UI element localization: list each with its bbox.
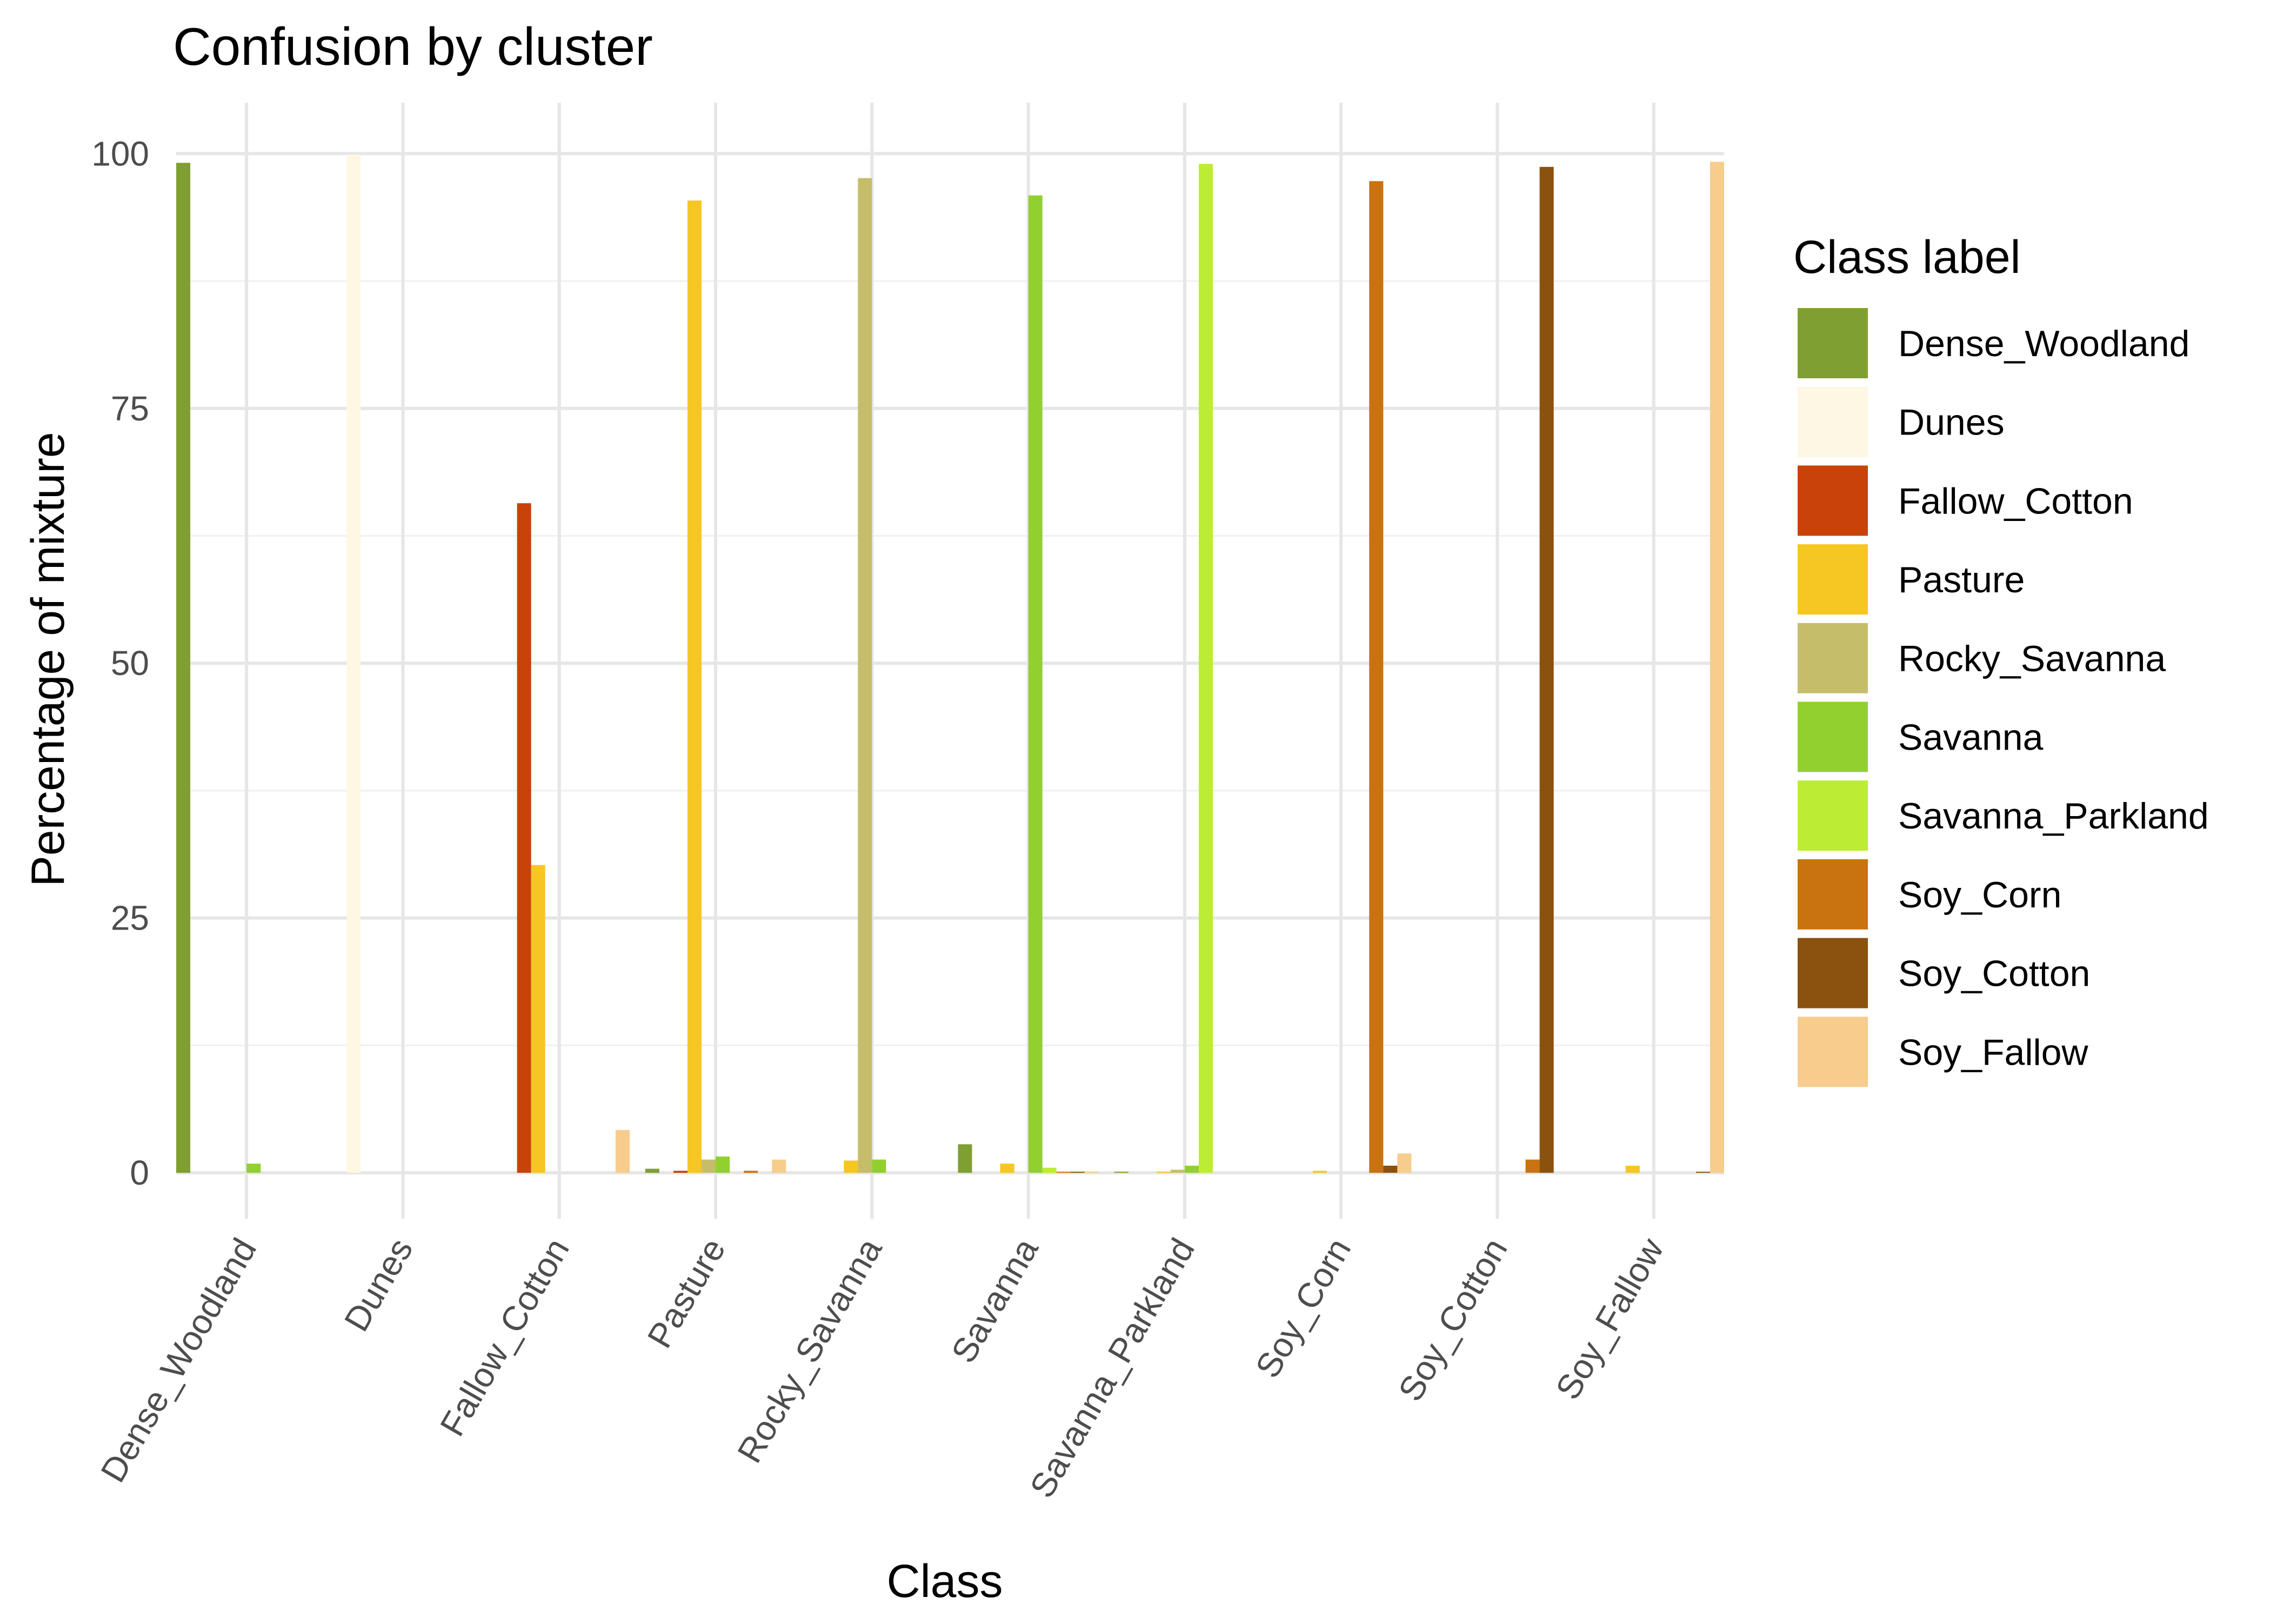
y-tick-label: 25 [111,899,149,938]
bar [1070,1172,1085,1173]
legend-label: Dense_Woodland [1898,323,2189,364]
bar [1042,1167,1057,1173]
bar [517,503,531,1173]
y-tick-label: 75 [111,389,149,428]
bar [1056,1172,1071,1173]
legend-swatch [1798,465,1868,536]
legend-item: Soy_Corn [1798,859,2061,930]
legend-item: Pasture [1798,544,2025,615]
bar [1084,1172,1099,1173]
legend-label: Savanna_Parkland [1898,796,2209,837]
x-axis-title: Class [886,1555,1003,1607]
bar [744,1171,758,1173]
x-tick-label: Rocky_Savanna [730,1232,890,1469]
legend-swatch [1798,544,1868,615]
legend-label: Fallow_Cotton [1898,480,2133,522]
bar [1539,166,1554,1173]
legend-swatch [1798,859,1868,930]
x-tick-label: Fallow_Cotton [432,1232,577,1442]
bar [858,178,872,1173]
bar [687,201,702,1173]
legend-item: Savanna [1798,701,2044,772]
bar [716,1156,730,1173]
bar [1170,1169,1185,1173]
bar [1695,1172,1710,1173]
legend-label: Soy_Cotton [1898,953,2090,994]
x-tick-label: Soy_Cotton [1391,1232,1515,1408]
bar [872,1159,886,1173]
y-tick-labels: 0 25 50 75 100 [91,134,149,1192]
bar [1383,1165,1398,1173]
legend-swatch [1798,386,1868,457]
x-tick-label: Soy_Corn [1248,1232,1359,1384]
legend-swatch [1798,938,1868,1008]
bar [1198,164,1213,1173]
x-tick-label: Savanna_Parkland [1022,1232,1202,1504]
bar [772,1159,786,1173]
bar [1114,1172,1129,1173]
bar [1028,195,1043,1173]
legend-item: Dense_Woodland [1798,308,2189,378]
legend-swatch [1798,1017,1868,1087]
legend-item: Fallow_Cotton [1798,465,2133,536]
legend-label: Soy_Fallow [1898,1032,2088,1073]
bar [1710,162,1724,1173]
legend-label: Soy_Corn [1898,874,2061,915]
y-tick-label: 100 [91,134,149,173]
bar [346,155,361,1173]
bar [673,1171,687,1173]
bar [702,1159,716,1173]
legend: Class label Dense_Woodland Dunes Fallow_Co… [1793,231,2209,1087]
legend-label: Dunes [1898,402,2005,443]
x-tick-label: Dense_Woodland [93,1232,264,1489]
bar [1313,1171,1327,1173]
legend-swatch [1798,308,1868,378]
legend-items: Dense_Woodland Dunes Fallow_Cotton Pasture R… [1798,308,2209,1087]
y-axis-title: Percentage of mixture [22,432,74,886]
bar [958,1144,972,1173]
x-tick-label: Dunes [337,1232,420,1338]
legend-label: Pasture [1898,559,2025,600]
bar [645,1168,659,1173]
grid [176,103,1724,1219]
x-tick-labels: Dense_Woodland Dunes Fallow_Cotton PastureR… [93,1231,1671,1504]
chart-title: Confusion by cluster [173,17,653,76]
legend-item: Soy_Fallow [1798,1017,2088,1087]
y-tick-label: 50 [111,644,149,683]
y-tick-label: 0 [130,1153,149,1192]
x-tick-label: Soy_Fallow [1548,1231,1671,1406]
bar [1525,1159,1540,1173]
bar [1184,1165,1199,1173]
x-tick-label: Pasture [640,1232,733,1354]
legend-swatch [1798,780,1868,851]
bars [176,155,1724,1173]
x-tick-label: Savanna [944,1232,1046,1369]
bar [1369,181,1384,1173]
bar [1000,1164,1014,1173]
legend-item: Rocky_Savanna [1798,623,2166,693]
legend-label: Savanna [1898,717,2044,758]
bar [615,1130,630,1173]
legend-swatch [1798,623,1868,693]
bar [1397,1153,1412,1173]
bar [246,1164,261,1173]
legend-item: Dunes [1798,386,2005,457]
bar [1625,1165,1640,1173]
legend-item: Savanna_Parkland [1798,780,2209,851]
bar [531,865,545,1173]
legend-title: Class label [1793,231,2021,283]
legend-label: Rocky_Savanna [1898,638,2166,679]
bar [844,1160,858,1173]
bar [1156,1172,1171,1173]
bar [176,163,191,1173]
legend-swatch [1798,701,1868,772]
legend-item: Soy_Cotton [1798,938,2090,1008]
